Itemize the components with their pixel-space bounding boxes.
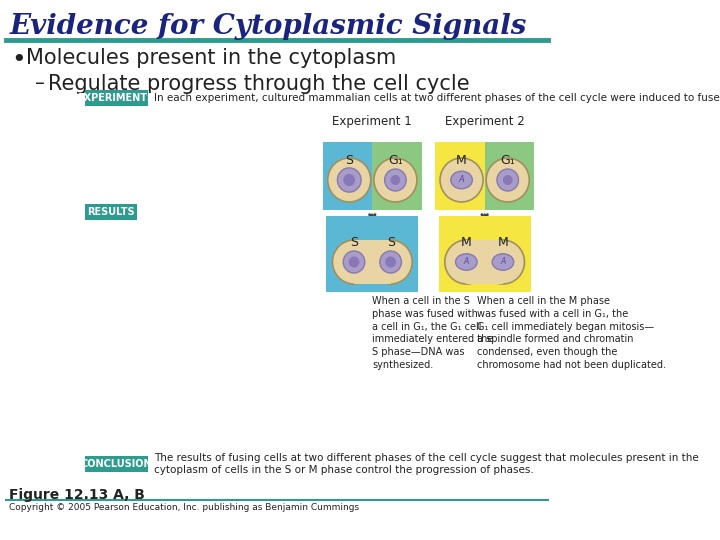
Ellipse shape	[338, 168, 361, 192]
Text: Experiment 1: Experiment 1	[333, 115, 413, 128]
Text: Experiment 2: Experiment 2	[445, 115, 524, 128]
Text: G₁: G₁	[388, 154, 402, 167]
Text: CONCLUSION: CONCLUSION	[81, 459, 152, 469]
Text: S: S	[387, 236, 395, 249]
Text: M: M	[461, 236, 472, 249]
Ellipse shape	[482, 240, 524, 284]
Ellipse shape	[486, 158, 529, 202]
Ellipse shape	[343, 251, 365, 273]
Text: M: M	[456, 154, 467, 167]
Ellipse shape	[369, 240, 412, 284]
Ellipse shape	[385, 256, 396, 267]
FancyBboxPatch shape	[372, 142, 422, 210]
Ellipse shape	[445, 240, 488, 284]
Text: Molecules present in the cytoplasm: Molecules present in the cytoplasm	[26, 48, 397, 68]
Ellipse shape	[497, 169, 518, 191]
Ellipse shape	[333, 240, 376, 284]
FancyBboxPatch shape	[354, 240, 391, 284]
Text: A: A	[464, 258, 469, 267]
FancyBboxPatch shape	[438, 216, 531, 292]
Text: When a cell in the S
phase was fused with
a cell in G₁, the G₁ cell
immediately : When a cell in the S phase was fused wit…	[372, 296, 494, 370]
Text: S: S	[350, 236, 358, 249]
Text: In each experiment, cultured mammalian cells at two different phases of the cell: In each experiment, cultured mammalian c…	[154, 93, 720, 103]
FancyBboxPatch shape	[85, 90, 148, 106]
FancyBboxPatch shape	[323, 142, 374, 210]
Text: –: –	[35, 74, 45, 93]
Ellipse shape	[451, 171, 472, 189]
Ellipse shape	[374, 158, 417, 202]
Ellipse shape	[440, 158, 483, 202]
Text: •: •	[12, 48, 27, 72]
Ellipse shape	[456, 254, 477, 270]
FancyBboxPatch shape	[467, 240, 503, 284]
Ellipse shape	[390, 175, 400, 185]
Text: Figure 12.13 A, B: Figure 12.13 A, B	[9, 488, 145, 502]
Text: Regulate progress through the cell cycle: Regulate progress through the cell cycle	[48, 74, 469, 94]
FancyBboxPatch shape	[85, 204, 137, 220]
Text: Evidence for Cytoplasmic Signals: Evidence for Cytoplasmic Signals	[9, 13, 526, 40]
Ellipse shape	[503, 175, 513, 185]
Text: When a cell in the M phase
was fused with a cell in G₁, the
G₁ cell immediately : When a cell in the M phase was fused wit…	[477, 296, 666, 370]
Ellipse shape	[380, 251, 402, 273]
FancyBboxPatch shape	[485, 142, 534, 210]
Text: Copyright © 2005 Pearson Education, Inc. publishing as Benjamin Cummings: Copyright © 2005 Pearson Education, Inc.…	[9, 503, 359, 512]
FancyBboxPatch shape	[436, 142, 486, 210]
FancyBboxPatch shape	[326, 216, 418, 292]
Ellipse shape	[492, 254, 513, 270]
FancyBboxPatch shape	[85, 456, 148, 472]
Text: The results of fusing cells at two different phases of the cell cycle suggest th: The results of fusing cells at two diffe…	[154, 453, 698, 475]
Text: A: A	[459, 176, 464, 185]
Ellipse shape	[384, 169, 406, 191]
Text: EXPERIMENTS: EXPERIMENTS	[78, 93, 155, 103]
Ellipse shape	[328, 158, 371, 202]
Text: M: M	[498, 236, 508, 249]
Ellipse shape	[348, 256, 359, 267]
Text: RESULTS: RESULTS	[87, 207, 135, 217]
Ellipse shape	[343, 174, 355, 186]
Text: S: S	[346, 154, 354, 167]
Text: G₁: G₁	[500, 154, 515, 167]
Text: A: A	[500, 258, 505, 267]
